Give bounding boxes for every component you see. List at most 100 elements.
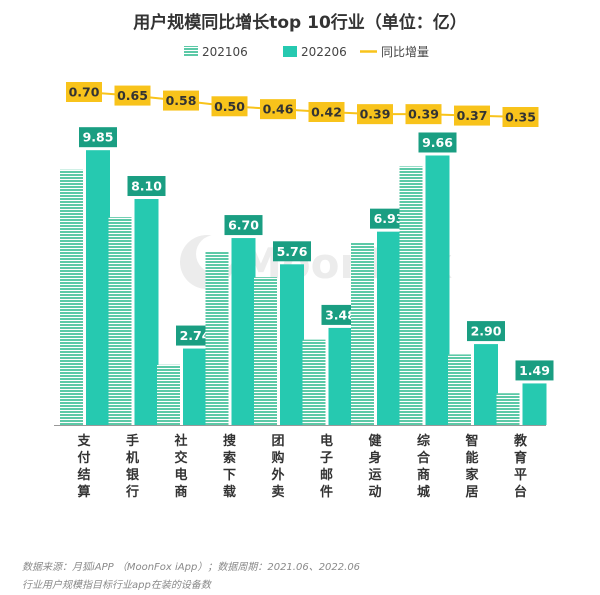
category-label: 邮 [320,467,333,483]
bar-202106 [205,252,229,425]
yoy-label: 0.35 [505,110,536,125]
category-label: 交 [174,450,187,466]
category-label: 商 [174,484,187,500]
value-label-bg [224,215,263,236]
bar-202206 [522,383,547,425]
category-label: 合 [417,450,431,466]
category-label: 下 [223,468,236,483]
value-label-bg [370,208,408,229]
bar-202106 [60,169,83,425]
legend-label-202206: 202206 [301,45,347,59]
bar-202206 [183,348,207,425]
category-label: 外 [270,467,284,483]
category-label: 智 [465,433,478,449]
yoy-point-box [114,85,151,106]
category-label: 搜 [223,433,237,449]
legend-swatch-202206 [283,46,297,57]
yoy-label: 0.39 [408,107,439,122]
legend-label-202106: 202106 [202,45,248,59]
bar-202206 [134,199,159,425]
category-label: 身 [368,450,381,466]
category-label: 台 [514,484,527,500]
legend-swatch-202106 [184,46,198,57]
yoy-point-box [308,102,345,122]
bar-202106 [496,393,520,425]
value-label-bg [321,304,360,325]
value-label: 3.48 [325,307,356,322]
bar-202106 [157,364,180,425]
value-label-bg [273,241,311,262]
category-label: 运 [368,468,381,483]
yoy-point-box [357,104,393,125]
value-label: 9.66 [422,135,453,150]
bar-202206 [328,327,353,425]
yoy-label: 0.42 [311,105,342,120]
category-label: 手 [126,433,139,449]
bar-202206 [86,150,110,425]
value-label-bg [176,325,214,346]
value-label-bg [127,176,166,197]
bar-202106 [302,339,326,425]
category-label: 卖 [271,484,284,500]
category-label: 机 [126,450,139,466]
value-label: 9.85 [83,130,114,145]
yoy-line: 0.70 0.65 0.58 0.50 0.46 0.42 0.39 0.39 0.37 0.35 [66,82,539,127]
category-label: 电 [174,467,187,483]
value-label: 6.70 [228,218,259,233]
yoy-label: 0.70 [69,85,100,100]
bar-202106 [448,354,471,425]
category-label: 算 [77,484,90,500]
category-label: 育 [514,450,527,466]
chart-title: 用户规模同比增长top 10行业（单位：亿） [133,12,467,33]
category-label: 教 [513,433,528,449]
bar-202106 [351,242,374,425]
category-label: 件 [320,484,333,500]
yoy-series-line [83,91,521,118]
value-label: 6.93 [374,211,405,226]
category-label: 能 [465,450,478,466]
yoy-point-box [454,105,490,126]
value-label: 8.10 [131,179,162,194]
yoy-point-box [502,107,539,127]
value-label: 2.74 [180,328,211,343]
yoy-point-box [405,104,442,125]
bar-202206 [280,264,304,425]
legend-label-yoy: 同比增量 [381,45,429,59]
category-label: 居 [465,485,478,500]
yoy-label: 0.58 [166,93,197,108]
value-label: 5.76 [277,244,308,259]
category-label: 综 [417,433,430,449]
yoy-label: 0.50 [214,99,245,114]
yoy-point-box [260,99,296,120]
category-label: 社 [173,433,187,449]
value-label-bg [418,132,457,153]
value-label: 2.90 [471,324,502,339]
category-label: 平 [514,468,527,483]
bar-202106 [108,217,132,425]
legend: 202106 202206 同比增量 [184,45,429,59]
category-label: 城 [417,484,430,500]
category-label: 团 [271,434,284,449]
yoy-point-box [66,82,102,102]
value-label-bg [515,360,554,381]
category-label: 付 [77,450,90,466]
value-label-bg [79,127,117,148]
bar-202206 [425,155,450,425]
footer-source: 数据来源：月狐iAPP （MoonFox iApp）；数据周期：2021.06、… [22,562,361,573]
yoy-label: 0.37 [457,108,488,123]
yoy-label: 0.65 [117,88,148,103]
category-label: 动 [368,485,381,500]
category-label: 支 [76,433,91,449]
category-label: 家 [465,467,479,483]
bar-202106 [254,277,277,425]
footer-note: 行业用户规模指目标行业app在装的设备数 [22,580,211,591]
yoy-point-box [163,90,199,111]
yoy-label: 0.46 [263,102,294,117]
bar-202206 [474,344,498,425]
category-label: 商 [417,467,430,483]
value-label: 1.49 [519,363,550,378]
bar-202206 [377,231,401,425]
category-label: 健 [368,433,381,449]
